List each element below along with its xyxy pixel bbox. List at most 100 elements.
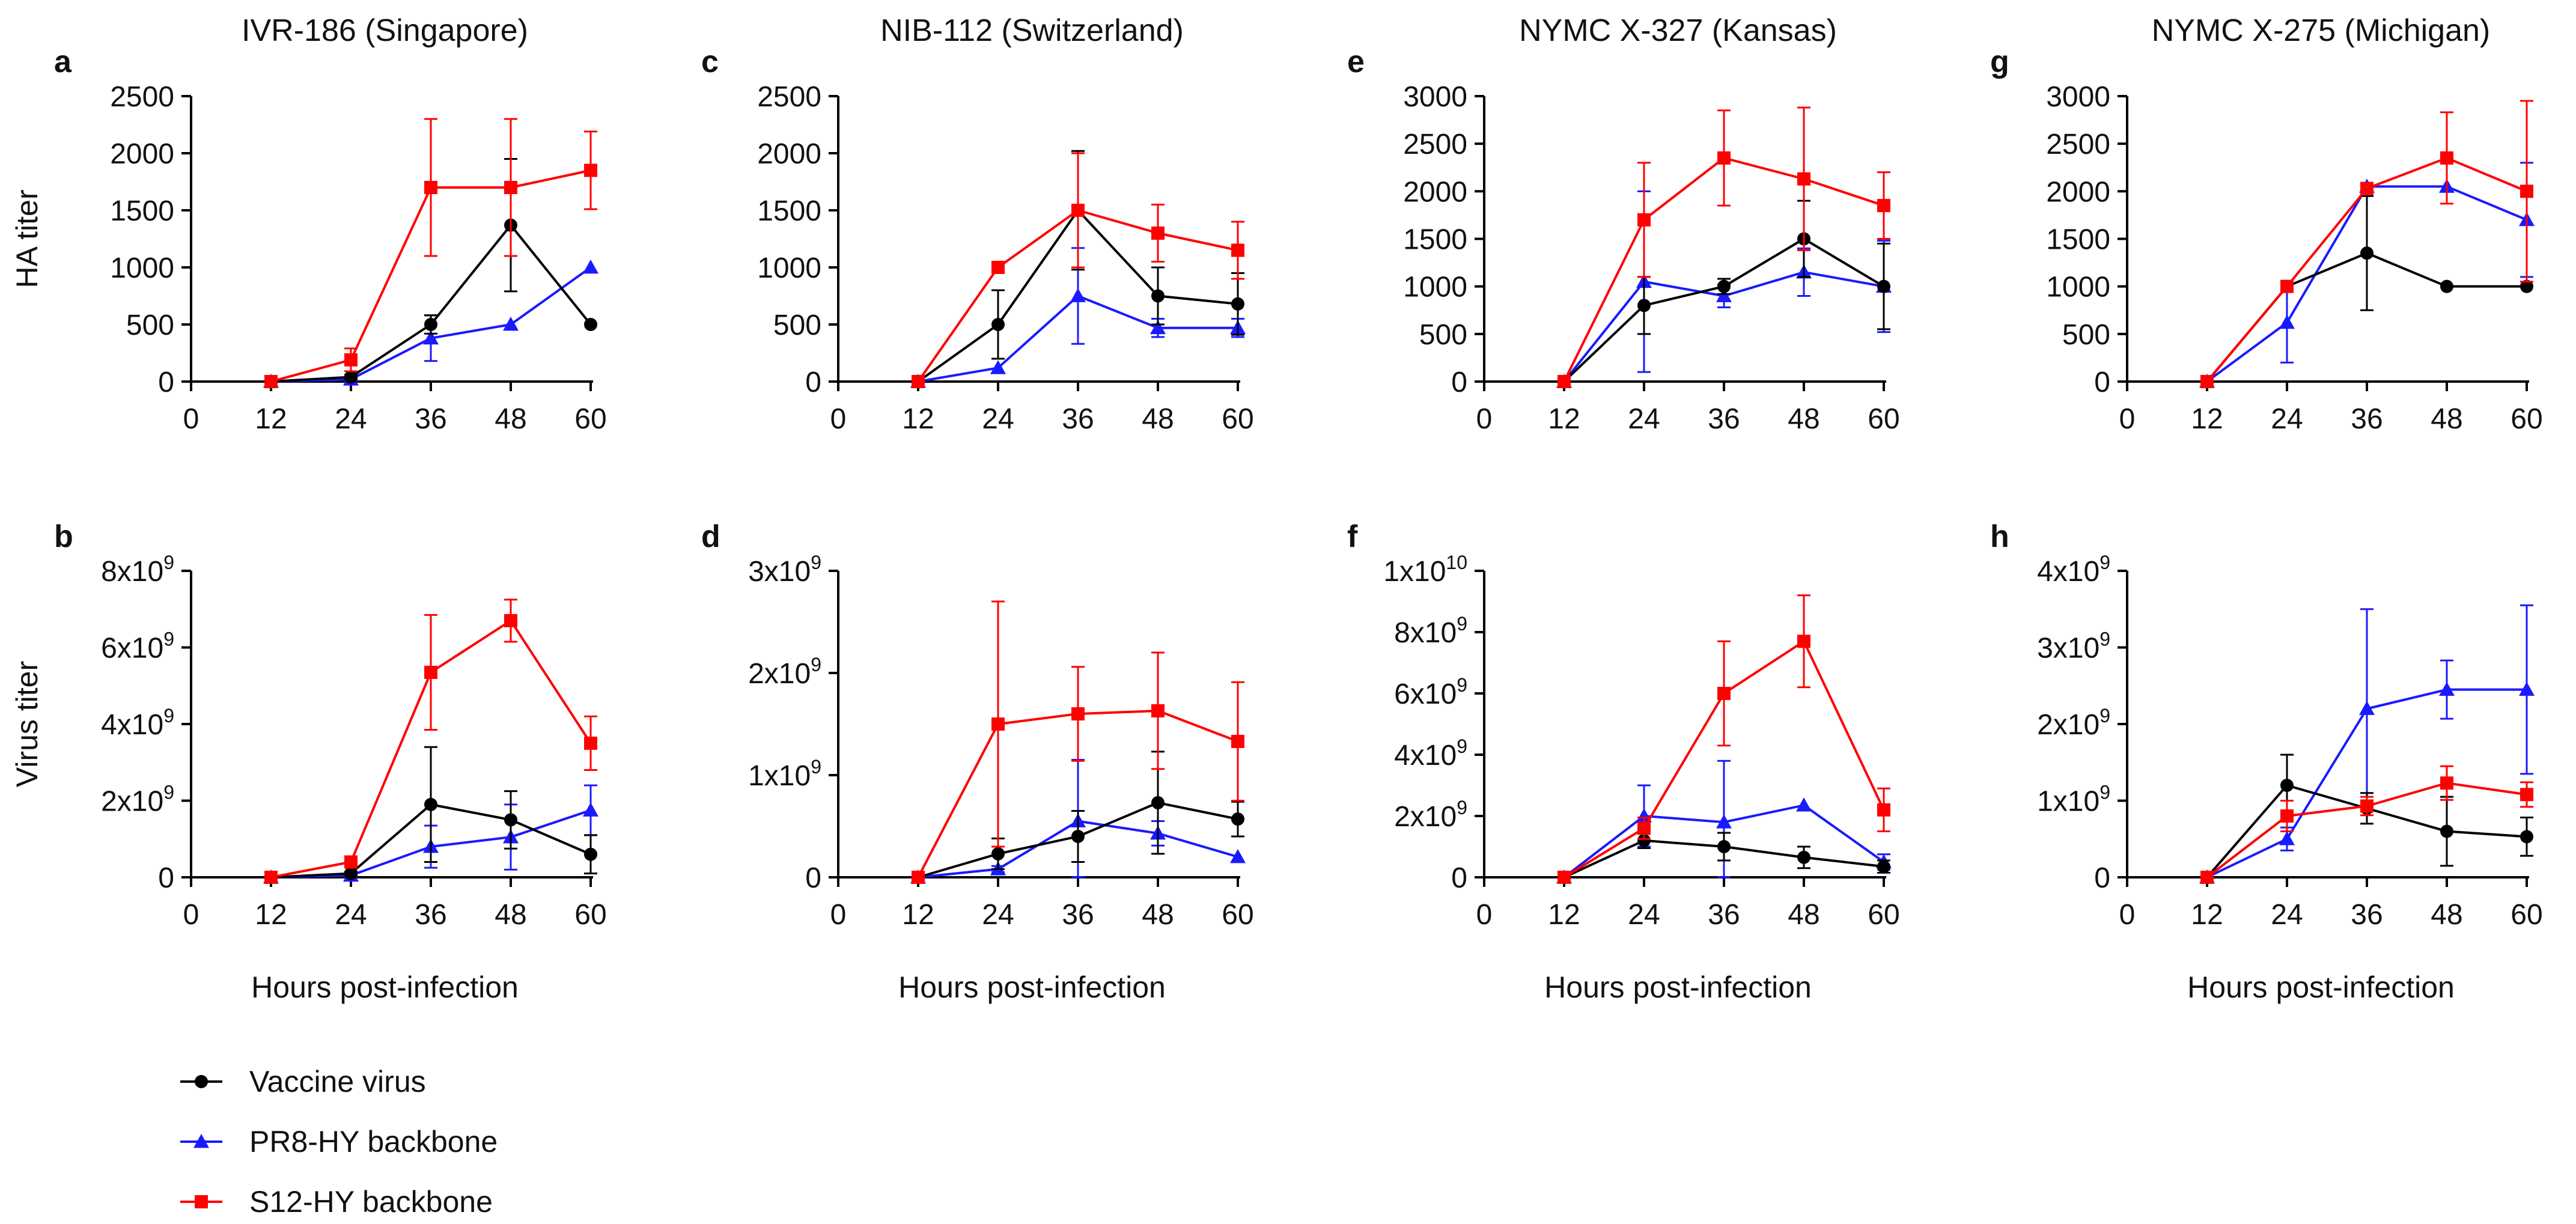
- data-point: [991, 261, 1005, 274]
- y-tick-label: 4x109: [101, 705, 174, 741]
- y-tick-label: 0: [805, 367, 821, 398]
- x-tick-label: 24: [2271, 899, 2303, 931]
- data-point: [1796, 797, 1812, 812]
- series-s12-hy-backbone: [912, 600, 1244, 884]
- y-tick-label: 0: [158, 367, 174, 398]
- data-point: [583, 802, 598, 817]
- x-tick-label: 36: [1062, 899, 1094, 931]
- data-point: [1231, 812, 1244, 826]
- y-tick-label: 1000: [110, 252, 174, 284]
- y-tick-label: 2x109: [1394, 797, 1467, 833]
- x-tick-label: 60: [2511, 403, 2542, 435]
- x-tick-label: 60: [1868, 899, 1899, 931]
- series-line: [1563, 237, 1885, 383]
- data-point: [1797, 172, 1810, 186]
- y-tick-label: 1500: [757, 195, 821, 227]
- panel-label: c: [701, 44, 719, 79]
- data-point: [344, 370, 358, 384]
- x-tick-label: 0: [2119, 899, 2136, 931]
- legend: Vaccine virus PR8-HY backbone S12-HY backb…: [180, 1065, 498, 1219]
- y-tick-label: 2000: [1403, 176, 1467, 208]
- y-tick-label: 500: [1419, 319, 1467, 351]
- y-tick-label: 1000: [2046, 272, 2110, 303]
- series-vaccine-virus: [1557, 832, 1890, 884]
- chart-title: NIB-112 (Switzerland): [880, 13, 1184, 48]
- series-s12-hy-backbone: [1557, 106, 1890, 388]
- y-tick-label: 0: [1451, 367, 1467, 398]
- data-point: [584, 163, 597, 177]
- x-tick-label: 0: [2119, 403, 2136, 435]
- panel-label: f: [1347, 519, 1358, 554]
- data-point: [2280, 279, 2294, 293]
- data-point: [1071, 707, 1085, 720]
- legend-item-s12-hy-backbone: S12-HY backbone: [180, 1185, 493, 1219]
- chart-title: NYMC X-327 (Kansas): [1519, 13, 1837, 48]
- data-point: [991, 717, 1005, 731]
- panel-label: g: [1990, 44, 2009, 79]
- y-tick-label: 3000: [1403, 81, 1467, 113]
- y-tick-label: 6x109: [101, 629, 174, 665]
- data-point: [1151, 227, 1165, 240]
- y-axis-label: HA titer: [10, 190, 44, 288]
- y-tick-label: 0: [2094, 862, 2110, 894]
- y-tick-label: 2x109: [101, 782, 174, 818]
- x-tick-label: 0: [1476, 899, 1493, 931]
- x-tick-label: 48: [1788, 403, 1819, 435]
- x-tick-label: 36: [1708, 403, 1740, 435]
- y-tick-label: 6x109: [1394, 674, 1467, 710]
- data-point: [264, 871, 278, 884]
- data-point: [1637, 821, 1651, 835]
- x-tick-label: 48: [495, 403, 526, 435]
- y-tick-label: 3000: [2046, 81, 2110, 113]
- chart-panel-e: e NYMC X-327 (Kansas) 0 500 1000 1500 2000 2500…: [1347, 13, 1900, 435]
- x-axis-label: Hours post-infection: [2187, 970, 2455, 1004]
- data-point: [1877, 803, 1890, 817]
- x-tick-label: 36: [415, 403, 446, 435]
- y-tick-label: 4x109: [1394, 735, 1467, 772]
- data-point: [2200, 871, 2214, 884]
- x-tick-label: 12: [255, 403, 287, 435]
- series-vaccine-virus: [1557, 199, 1890, 388]
- data-point: [1230, 849, 1246, 863]
- series-s12-hy-backbone: [2200, 765, 2533, 884]
- x-tick-label: 48: [2431, 403, 2462, 435]
- data-point: [2280, 809, 2294, 823]
- x-tick-label: 24: [1628, 403, 1660, 435]
- data-point: [344, 866, 358, 880]
- data-point: [1071, 204, 1085, 217]
- x-tick-label: 12: [2191, 899, 2223, 931]
- data-point: [2359, 701, 2375, 715]
- y-tick-label: 0: [1451, 862, 1467, 894]
- legend-label: S12-HY backbone: [249, 1185, 493, 1219]
- x-axis-label: Hours post-infection: [898, 970, 1166, 1004]
- x-tick-label: 36: [415, 899, 446, 931]
- data-point: [2439, 681, 2455, 696]
- x-tick-label: 12: [902, 899, 934, 931]
- x-tick-label: 48: [1788, 899, 1819, 931]
- data-point: [504, 181, 517, 194]
- panel-label: e: [1347, 44, 1365, 79]
- chart-title: IVR-186 (Singapore): [242, 13, 528, 48]
- data-point: [2520, 279, 2533, 293]
- data-point: [1070, 288, 1086, 302]
- data-point: [1557, 871, 1571, 884]
- x-tick-label: 36: [1708, 899, 1740, 931]
- y-tick-label: 2000: [757, 138, 821, 170]
- data-point: [1636, 808, 1652, 823]
- data-point: [2519, 681, 2535, 696]
- y-tick-label: 2500: [2046, 129, 2110, 160]
- data-point: [1151, 704, 1165, 717]
- x-tick-label: 24: [2271, 403, 2303, 435]
- y-tick-label: 500: [126, 309, 174, 341]
- panel-label: b: [54, 519, 73, 554]
- legend-marker: [195, 1195, 208, 1208]
- series-vaccine-virus: [2200, 195, 2533, 388]
- data-point: [2360, 181, 2374, 195]
- y-tick-label: 2x109: [2037, 705, 2110, 741]
- series-s12-hy-backbone: [264, 598, 597, 884]
- data-point: [1797, 635, 1810, 648]
- x-tick-label: 24: [982, 899, 1014, 931]
- x-tick-label: 24: [335, 403, 367, 435]
- chart-panel-d: d 0 1x109 2x109 3x109 0 12 24 36 48 60 Hours post-i…: [701, 519, 1254, 1004]
- data-point: [991, 318, 1005, 331]
